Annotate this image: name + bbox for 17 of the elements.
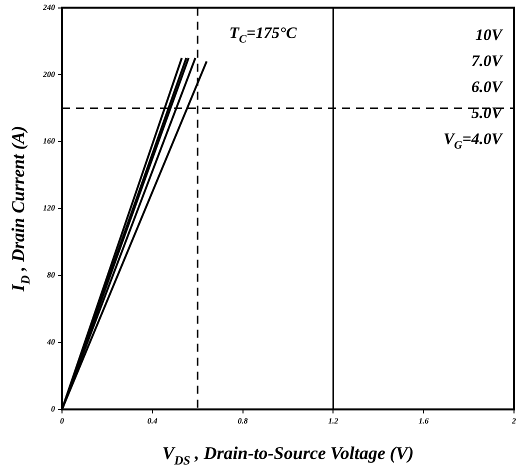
text: 6.0V — [471, 78, 504, 96]
y-tick-label: 40 — [46, 338, 55, 347]
y-axis-title: ID , Drain Current (A) — [8, 126, 32, 292]
text: 7.0V — [471, 52, 504, 70]
y-tick-label: 200 — [42, 70, 55, 79]
x-tick-label: 0.4 — [147, 416, 158, 426]
text: 10V — [475, 26, 504, 44]
y-tick-label: 120 — [43, 204, 55, 213]
x-tick-label: 0.8 — [238, 416, 248, 426]
x-tick-label: 1.6 — [418, 416, 429, 426]
x-tick-label: 0 — [60, 416, 64, 426]
x-tick-label: 2 — [511, 416, 516, 426]
y-tick-label: 240 — [42, 2, 55, 12]
y-tick-label: 80 — [47, 270, 55, 280]
y-tick-label: 160 — [43, 136, 55, 146]
x-tick-label: 1.2 — [328, 416, 338, 426]
y-tick-label: 0 — [51, 404, 55, 414]
